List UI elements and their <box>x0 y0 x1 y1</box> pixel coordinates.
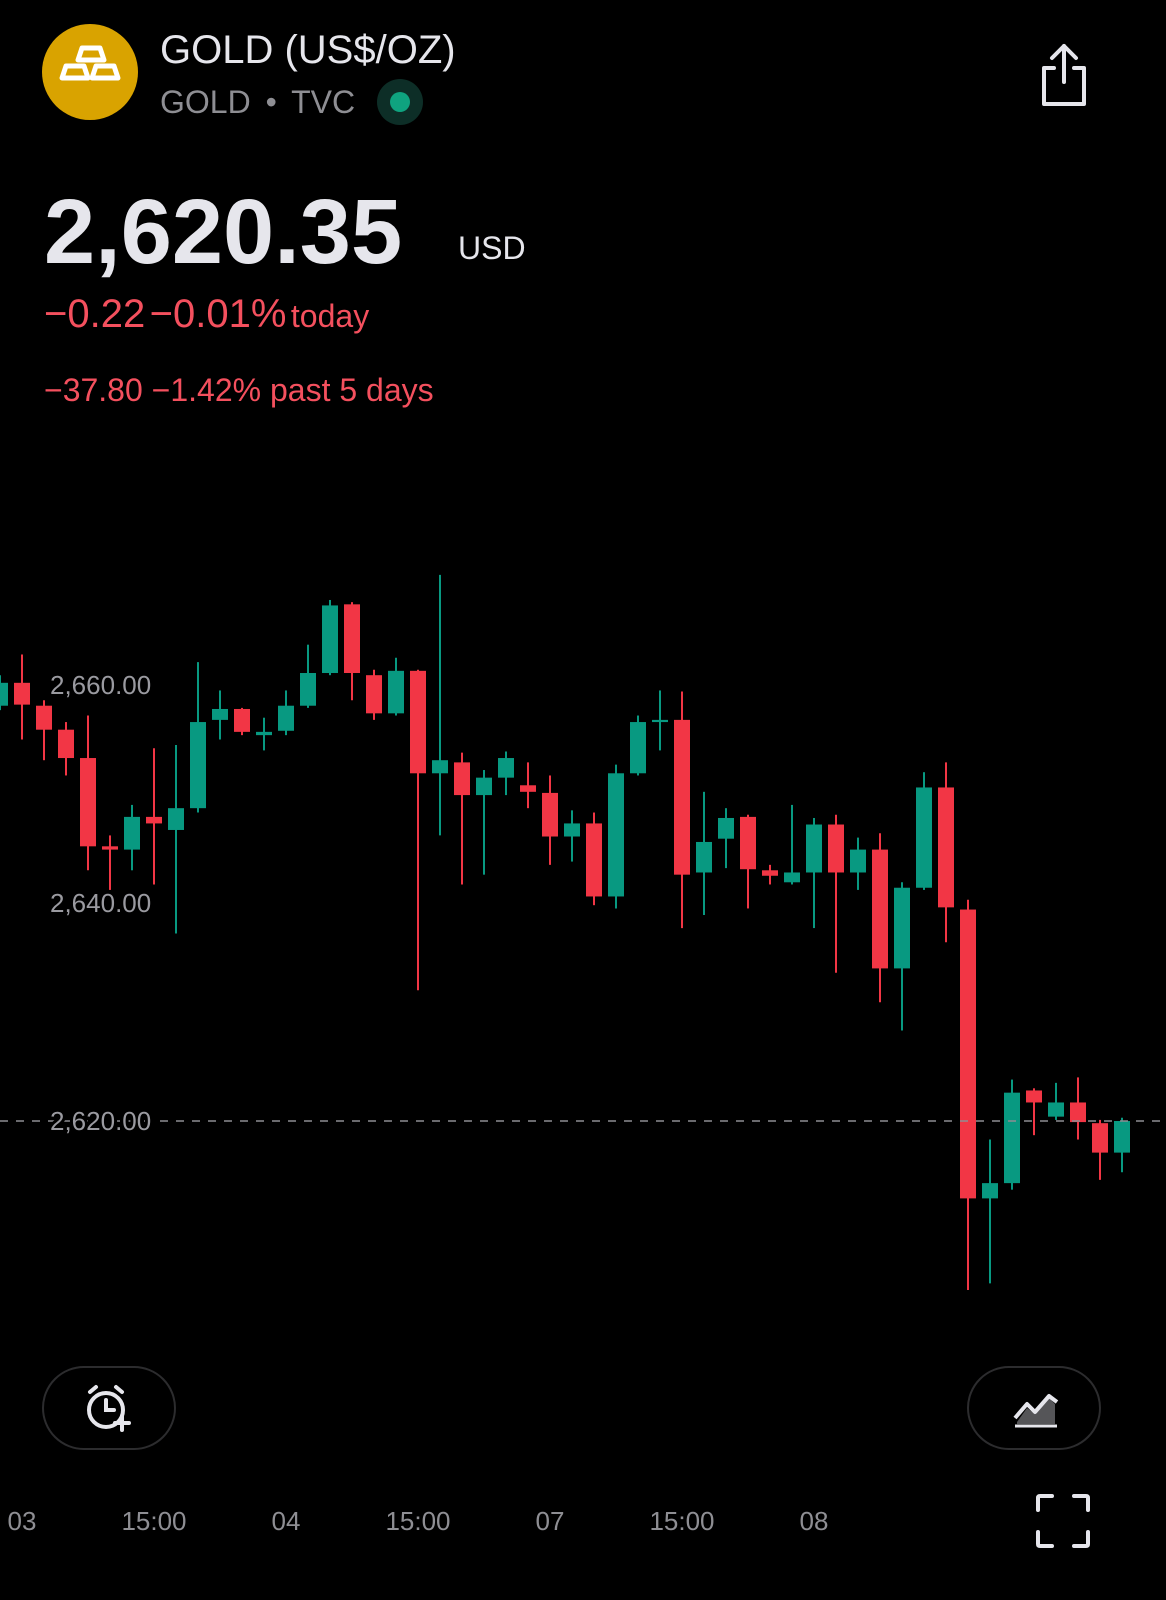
price: 2,620.35 <box>44 181 403 283</box>
candle-body <box>806 824 822 873</box>
candle-body <box>608 773 624 897</box>
candle-body <box>14 682 30 705</box>
candle-body <box>762 870 778 876</box>
candle-body <box>80 758 96 847</box>
change: −37.80 <box>44 372 143 408</box>
candle-body <box>0 682 8 706</box>
x-tick-label: 04 <box>272 1506 301 1536</box>
candle-body <box>542 792 558 837</box>
x-tick-label: 03 <box>8 1506 37 1536</box>
candle-body <box>498 758 514 778</box>
chart-type-icon <box>1013 1394 1059 1428</box>
candle-body <box>564 823 580 837</box>
x-tick-label: 07 <box>536 1506 565 1536</box>
x-tick-label: 15:00 <box>649 1506 714 1536</box>
candle-body <box>960 909 976 1199</box>
candle-body <box>410 670 426 774</box>
currency: USD <box>458 230 526 266</box>
candle-body <box>1114 1121 1130 1153</box>
y-tick-label: 2,640.00 <box>50 888 151 918</box>
candle-body <box>938 787 954 908</box>
candle-body <box>124 816 140 850</box>
candle-body <box>630 722 646 774</box>
alert-icon <box>87 1385 131 1432</box>
candle-body <box>432 760 448 774</box>
gold-icon <box>42 24 138 120</box>
symbol: GOLD <box>160 84 251 120</box>
candle-body <box>872 849 888 969</box>
candle-body <box>344 604 360 674</box>
candle-body <box>1026 1090 1042 1103</box>
candle-body <box>586 823 602 897</box>
candle-body <box>146 816 162 824</box>
x-tick-label: 15:00 <box>385 1506 450 1536</box>
y-tick-label: 2,660.00 <box>50 670 151 700</box>
period: past 5 days <box>269 372 434 408</box>
candle-body <box>190 722 206 809</box>
candle-body <box>1048 1102 1064 1117</box>
change-percent: −0.01% <box>149 292 287 336</box>
candle-body <box>278 705 294 731</box>
chart-type-button[interactable] <box>967 1366 1101 1450</box>
candle-body <box>58 729 74 759</box>
status-dot <box>377 79 423 125</box>
candle-body <box>784 872 800 883</box>
share-button[interactable] <box>1038 42 1090 108</box>
today-change: −0.22 −0.01% today <box>44 292 369 337</box>
candle-body <box>916 787 932 888</box>
candle-body <box>1092 1123 1108 1153</box>
change-percent: −1.42% <box>151 372 262 408</box>
week-change: −37.80 −1.42% past 5 days <box>44 372 434 409</box>
change: −0.22 <box>44 292 146 336</box>
candle-body <box>674 719 690 875</box>
candle-body <box>168 808 184 830</box>
candle-body <box>718 817 734 839</box>
candle-body <box>300 673 316 706</box>
candle-body <box>696 841 712 873</box>
candle-body <box>476 777 492 796</box>
candle-body <box>36 705 52 730</box>
candle-body <box>740 816 756 870</box>
x-tick-label: 15:00 <box>121 1506 186 1536</box>
candle-body <box>652 719 668 723</box>
candle-body <box>454 762 470 796</box>
candle-body <box>388 670 404 714</box>
candle-body <box>850 849 866 873</box>
candle-body <box>322 605 338 674</box>
candle-body <box>234 708 250 732</box>
subtitle: GOLD • TVC <box>160 84 356 120</box>
candle-body <box>256 731 272 736</box>
candle-body <box>894 887 910 969</box>
candle-body <box>1004 1092 1020 1184</box>
candle-body <box>982 1183 998 1199</box>
alert-button[interactable] <box>42 1366 176 1450</box>
y-tick-label: 2,620.00 <box>50 1106 151 1136</box>
title: GOLD (US$/OZ) <box>160 28 456 72</box>
x-tick-label: 08 <box>800 1506 829 1536</box>
candle-body <box>366 675 382 714</box>
candle-body <box>1070 1102 1086 1123</box>
exchange: TVC <box>291 84 356 120</box>
candle-body <box>212 708 228 720</box>
candle-body <box>520 785 536 792</box>
candle-body <box>828 824 844 873</box>
period: today <box>290 298 370 334</box>
fullscreen-button[interactable] <box>1034 1492 1092 1550</box>
candle-body <box>102 846 118 850</box>
